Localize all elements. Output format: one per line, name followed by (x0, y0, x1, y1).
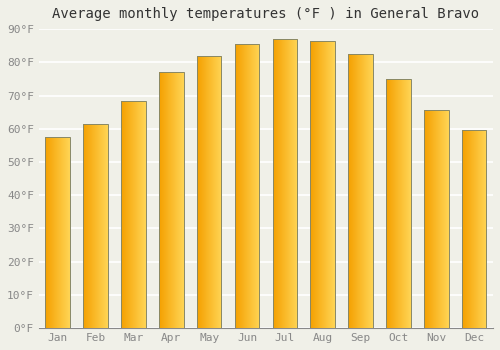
Bar (121, 100, 146, 328)
Bar (159, 72, 184, 328)
Bar (272, 39, 297, 328)
Bar (272, 39, 297, 328)
Bar (46, 137, 70, 328)
Bar (84, 124, 108, 328)
Bar (234, 44, 260, 328)
Bar (386, 79, 410, 328)
Bar (84, 124, 108, 328)
Bar (121, 100, 146, 328)
Bar (46, 137, 70, 328)
Bar (424, 111, 448, 328)
Bar (348, 54, 373, 328)
Bar (159, 72, 184, 328)
Bar (386, 79, 410, 328)
Bar (310, 41, 335, 328)
Title: Average monthly temperatures (°F ) in General Bravo: Average monthly temperatures (°F ) in Ge… (52, 7, 480, 21)
Bar (462, 131, 486, 328)
Bar (197, 56, 222, 328)
Bar (310, 41, 335, 328)
Bar (462, 131, 486, 328)
Bar (234, 44, 260, 328)
Bar (424, 111, 448, 328)
Bar (348, 54, 373, 328)
Bar (197, 56, 222, 328)
